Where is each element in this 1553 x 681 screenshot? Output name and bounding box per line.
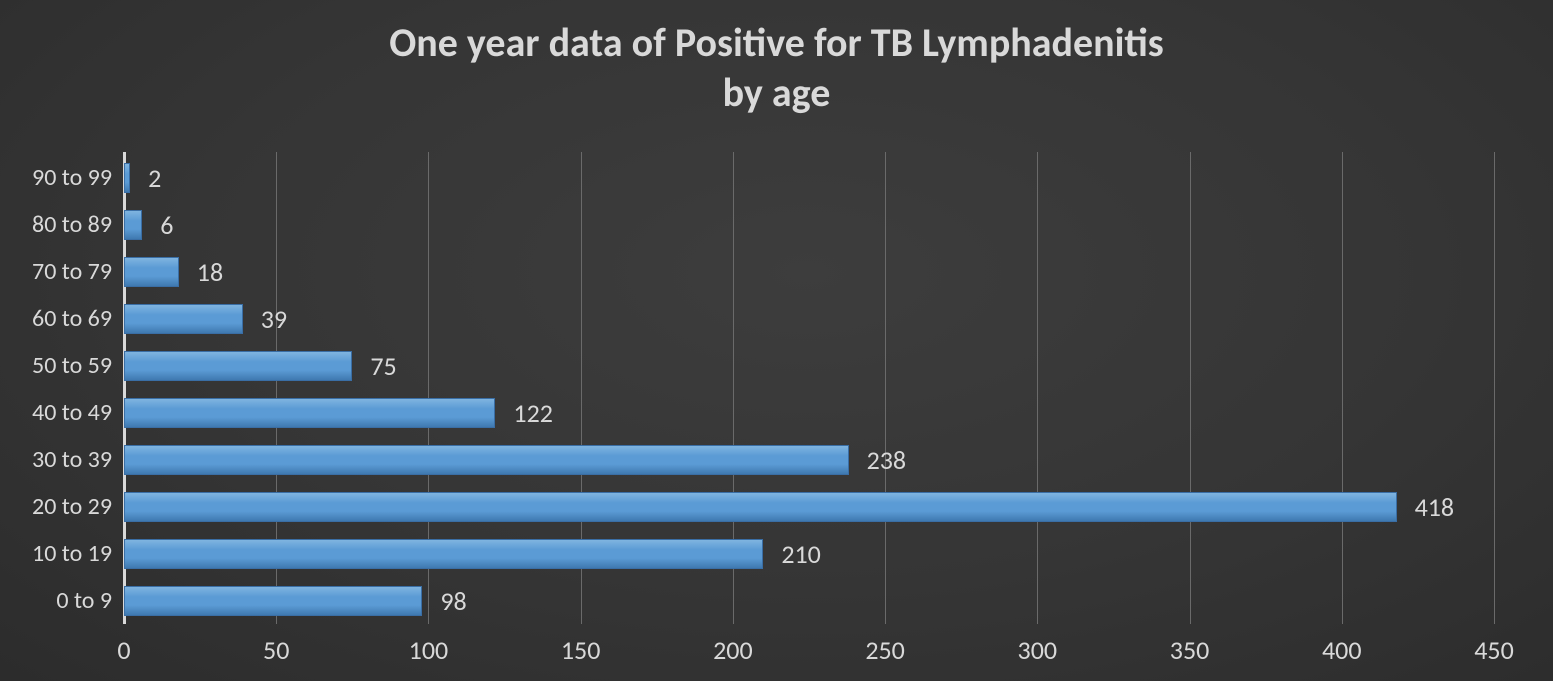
bar: [124, 586, 422, 616]
bar: [124, 351, 352, 381]
gridline: [1342, 152, 1343, 624]
gridline: [1190, 152, 1191, 624]
y-tick-label: 90 to 99: [4, 163, 112, 192]
gridline: [885, 152, 886, 624]
y-tick-label: 50 to 59: [4, 351, 112, 380]
y-tick-label: 30 to 39: [4, 445, 112, 474]
y-tick-label: 80 to 89: [4, 210, 112, 239]
y-tick-label: 70 to 79: [4, 257, 112, 286]
bar-data-label: 418: [1415, 491, 1455, 523]
bar-data-label: 75: [370, 350, 396, 382]
x-tick-label: 100: [398, 634, 458, 666]
x-tick-label: 250: [855, 634, 915, 666]
gridline: [1037, 152, 1038, 624]
plot-area: 050100150200250300350400450980 to 921010…: [124, 152, 1494, 624]
bar-data-label: 238: [867, 444, 907, 476]
bar-data-label: 18: [197, 256, 223, 288]
y-tick-label: 0 to 9: [4, 586, 112, 615]
bar: [124, 492, 1397, 522]
y-tick-label: 40 to 49: [4, 398, 112, 427]
y-tick-label: 10 to 19: [4, 539, 112, 568]
bar-data-label: 98: [440, 585, 466, 617]
bar: [124, 304, 243, 334]
chart-container: One year data of Positive for TB Lymphad…: [0, 0, 1553, 681]
x-tick-label: 350: [1160, 634, 1220, 666]
x-tick-label: 50: [246, 634, 306, 666]
x-tick-label: 150: [551, 634, 611, 666]
bar: [124, 398, 495, 428]
x-tick-label: 450: [1464, 634, 1524, 666]
x-tick-label: 0: [94, 634, 154, 666]
bar: [124, 445, 849, 475]
gridline: [1494, 152, 1495, 624]
bar: [124, 257, 179, 287]
y-tick-label: 60 to 69: [4, 304, 112, 333]
chart-title: One year data of Positive for TB Lymphad…: [0, 18, 1553, 118]
bar: [124, 163, 130, 193]
x-tick-label: 300: [1007, 634, 1067, 666]
bar-data-label: 2: [148, 162, 161, 194]
bar-data-label: 210: [781, 538, 821, 570]
x-tick-label: 400: [1312, 634, 1372, 666]
x-tick-label: 200: [703, 634, 763, 666]
bar-data-label: 6: [160, 209, 173, 241]
bar-data-label: 122: [513, 397, 553, 429]
y-tick-label: 20 to 29: [4, 492, 112, 521]
bar: [124, 539, 763, 569]
bar: [124, 210, 142, 240]
bar-data-label: 39: [261, 303, 287, 335]
